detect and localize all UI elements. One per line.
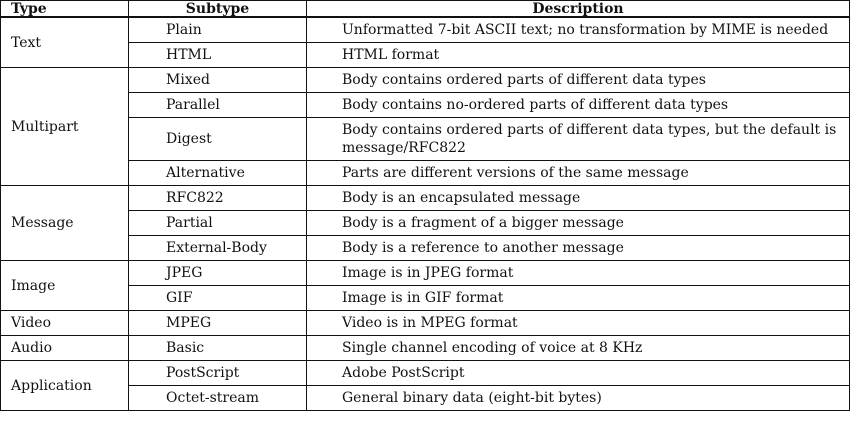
subtype-cell: PostScript	[128, 360, 307, 386]
description-cell: HTML format	[306, 42, 850, 68]
description-cell: Body is a reference to another message	[306, 235, 850, 261]
subtype-cell: GIF	[128, 285, 307, 311]
description-cell: General binary data (eight-bit bytes)	[306, 385, 850, 411]
table-header: Type Subtype Description	[0, 0, 850, 18]
type-cell: Application	[0, 360, 129, 411]
type-cell: Image	[0, 260, 129, 311]
subtype-cell: Plain	[128, 16, 307, 43]
subtype-cell: Partial	[128, 210, 307, 236]
description-cell: Single channel encoding of voice at 8 KH…	[306, 335, 850, 361]
header-type: Type	[0, 0, 129, 18]
description-cell: Body is an encapsulated message	[306, 185, 850, 211]
table-row: Application PostScript Adobe PostScript	[0, 360, 850, 411]
description-cell: Parts are different versions of the same…	[306, 160, 850, 186]
table-row: Parallel Body contains no-ordered parts o…	[1, 92, 850, 118]
type-cell: Multipart	[0, 67, 129, 186]
description-cell: Video is in MPEG format	[306, 310, 850, 336]
header-subtype: Subtype	[128, 0, 307, 18]
subtype-cell: Octet-stream	[128, 385, 307, 411]
table-row: GIF Image is in GIF format	[1, 285, 850, 311]
subtype-cell: MPEG	[128, 310, 307, 336]
table-row: Audio Basic Single channel encoding of voi…	[0, 335, 850, 361]
description-cell: Body contains no-ordered parts of differ…	[306, 92, 850, 118]
mime-types-table: Type Subtype Description Text Plain Unform…	[0, 0, 850, 411]
type-cell: Audio	[0, 335, 129, 361]
description-cell: Image is in GIF format	[306, 285, 850, 311]
subtype-cell: External-Body	[128, 235, 307, 261]
description-cell: Body contains ordered parts of different…	[306, 67, 850, 93]
table-row: Octet-stream General binary data (eight-b…	[1, 385, 850, 411]
table-row: Alternative Parts are different versions …	[1, 160, 850, 186]
table-row: HTML HTML format	[1, 42, 850, 68]
table-row: Partial Body is a fragment of a bigger me…	[1, 210, 850, 236]
type-cell: Text	[0, 16, 129, 68]
table-row: Image JPEG Image is in JPEG format	[0, 260, 850, 311]
header-row: Type Subtype Description	[0, 0, 850, 18]
type-cell: Video	[0, 310, 129, 336]
subtype-cell: JPEG	[128, 260, 307, 286]
description-cell: Image is in JPEG format	[306, 260, 850, 286]
description-cell: Body contains ordered parts of different…	[306, 117, 850, 161]
subtype-cell: Basic	[128, 335, 307, 361]
description-cell: Unformatted 7-bit ASCII text; no transfo…	[306, 16, 850, 43]
table-row: External-Body Body is a reference to anot…	[1, 235, 850, 261]
type-cell: Message	[0, 185, 129, 261]
table-row: Message RFC822 Body is an encapsulated mes…	[0, 185, 850, 261]
table-row: Multipart Mixed Body contains ordered part…	[0, 67, 850, 186]
table-row: Digest Body contains ordered parts of dif…	[1, 117, 850, 161]
subtype-cell: Parallel	[128, 92, 307, 118]
description-cell: Adobe PostScript	[306, 360, 850, 386]
subtype-cell: Mixed	[128, 67, 307, 93]
description-cell: Body is a fragment of a bigger message	[306, 210, 850, 236]
table-row: Video MPEG Video is in MPEG format	[0, 310, 850, 336]
subtype-cell: Alternative	[128, 160, 307, 186]
table-body: Text Plain Unformatted 7-bit ASCII text; n…	[0, 16, 850, 411]
subtype-cell: Digest	[128, 117, 307, 161]
header-description: Description	[306, 0, 850, 18]
subtype-cell: HTML	[128, 42, 307, 68]
subtype-cell: RFC822	[128, 185, 307, 211]
table-row: Text Plain Unformatted 7-bit ASCII text; n…	[0, 16, 850, 68]
